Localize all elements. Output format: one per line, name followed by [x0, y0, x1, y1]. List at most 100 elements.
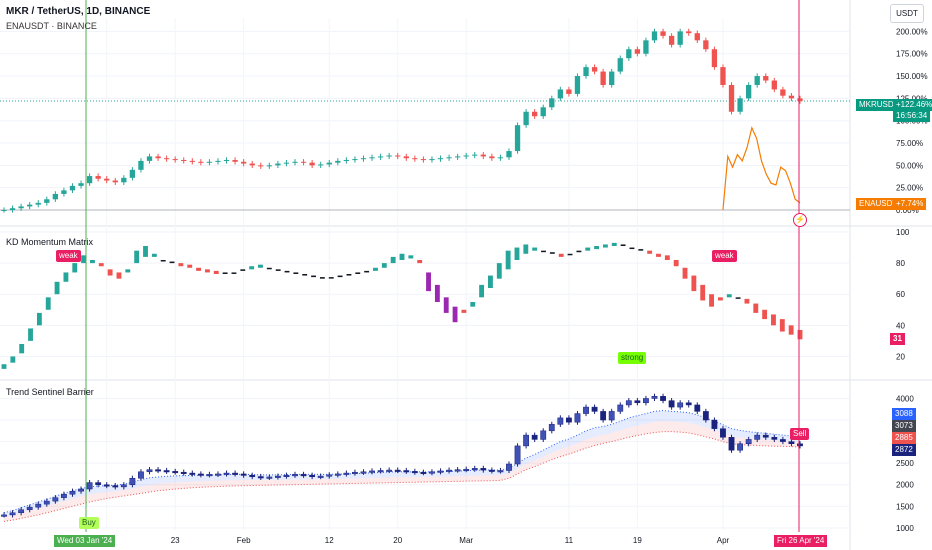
mkr-countdown-badge: 16:56:34 [893, 110, 931, 122]
y-tick-label: 150.00% [896, 72, 928, 81]
mkr-candle [335, 160, 341, 163]
momentum-pane-title: KD Momentum Matrix [6, 237, 94, 247]
mkr-candle [651, 31, 658, 41]
trend-candle [86, 482, 93, 490]
trend-candle [274, 475, 281, 478]
mkr-candle [27, 204, 33, 207]
y-tick-label: 1500 [896, 502, 914, 511]
mkr-candle [223, 159, 230, 161]
kd-bar [532, 247, 538, 251]
trend-candle [249, 474, 256, 477]
trend-candle [488, 469, 495, 472]
trend-candle [591, 406, 598, 412]
kd-bar [762, 309, 768, 320]
trend-candle [1, 514, 7, 517]
kd-bar [81, 255, 87, 264]
mkr-candle [643, 40, 649, 54]
trend-candle [540, 430, 547, 440]
trend-candle [155, 469, 161, 472]
mkr-candle [78, 183, 84, 186]
trend-candle [386, 469, 393, 472]
kd-bar [461, 309, 467, 313]
ena-change-badge: +7.74% [893, 198, 927, 210]
kd-bar [107, 269, 113, 276]
trend-candle [266, 476, 273, 479]
kd-bar [1, 364, 7, 369]
kd-bar [788, 325, 794, 335]
mkr-candle [711, 49, 718, 68]
trend-candle [309, 474, 316, 477]
x-tick-label: 12 [325, 536, 334, 545]
kd-bar [496, 263, 502, 279]
trend-candle [69, 490, 76, 495]
y-tick-label: 50.00% [896, 161, 923, 170]
kd-bar [541, 250, 546, 253]
mkr-candle [626, 49, 632, 59]
mkr-candle [660, 31, 666, 36]
y-tick-label: 80 [896, 259, 905, 268]
trend-candle [625, 400, 632, 406]
mkr-candle [343, 159, 350, 161]
kd-bar [647, 250, 653, 254]
mkr-candle [591, 67, 598, 72]
trend-candle [779, 439, 786, 442]
mkr-candle [532, 111, 538, 117]
trend-candle [369, 470, 375, 473]
kd-bar [567, 253, 573, 256]
kd-bar [143, 246, 148, 257]
mkr-candle [198, 161, 204, 163]
x-tick-label: Mar [459, 536, 473, 545]
kd-bar [611, 242, 617, 246]
lightning-event-icon[interactable]: ⚡ [793, 213, 807, 227]
y-tick-label: 1000 [896, 524, 914, 533]
trend-candle [377, 470, 384, 473]
y-tick-label: 75.00% [896, 139, 923, 148]
trend-candle [129, 478, 136, 485]
kd-bar [558, 253, 564, 257]
trend-candle [411, 471, 418, 474]
mkr-candle [138, 160, 144, 170]
trend-candle [506, 463, 512, 471]
kd-bar [470, 302, 476, 307]
trend-candle [711, 419, 718, 429]
mkr-candle [86, 176, 93, 184]
trend-badge-mid: 3073 [892, 420, 916, 432]
mkr-symbol-badge: MKRUSDT [856, 99, 902, 111]
currency-button[interactable]: USDT [890, 4, 924, 23]
mkr-candle [104, 178, 110, 181]
mkr-candle [694, 33, 700, 41]
kd-bar [514, 247, 520, 260]
trend-candle [720, 428, 726, 438]
kd-bar [408, 255, 414, 259]
trend-candle [694, 404, 701, 412]
mkr-candle [583, 67, 589, 77]
kd-bar [63, 272, 69, 282]
trend-candle [334, 473, 341, 476]
kd-bar [19, 344, 25, 354]
trend-candle [403, 470, 410, 473]
mkr-candle [728, 84, 735, 112]
chart-title: MKR / TetherUS, 1D, BINANCE [6, 6, 151, 17]
x-tick-label: 20 [393, 536, 402, 545]
trend-candle [394, 469, 401, 472]
trend-candle [651, 396, 658, 399]
trend-candle [26, 506, 33, 510]
trend-candle [223, 472, 230, 475]
kd-bar [753, 303, 759, 313]
mkr-candle [523, 111, 529, 126]
mkr-candle [215, 160, 221, 162]
trend-candle [463, 468, 470, 471]
mkr-candle [634, 49, 641, 54]
kd-bar [240, 269, 246, 271]
mkr-candle [369, 157, 375, 159]
trend-candle [283, 474, 290, 477]
mkr-candle [557, 89, 563, 99]
trend-candle [608, 411, 615, 421]
x-tick-label: 11 [565, 536, 574, 545]
ena-series-line [722, 126, 801, 211]
kd-bar [125, 269, 131, 273]
mkr-candle [609, 71, 615, 85]
trend-candle [557, 417, 564, 425]
